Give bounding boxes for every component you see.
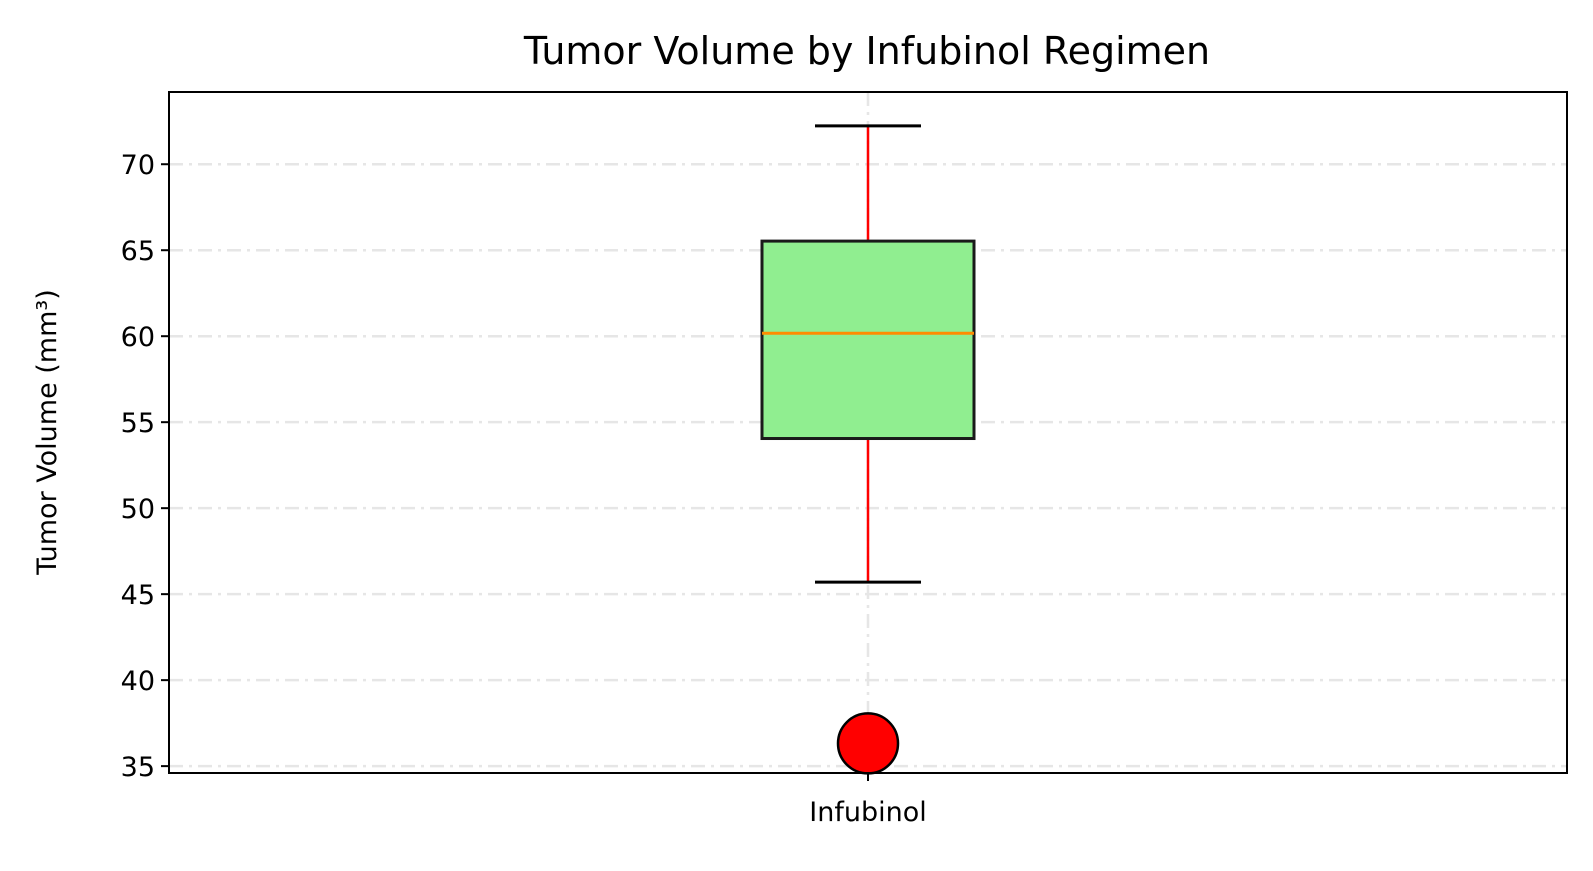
y-tick-label: 50 [121,494,155,525]
y-axis: 35 40 45 50 55 60 65 70 [121,150,169,783]
y-tick-label: 40 [121,666,155,697]
y-tick-label: 65 [121,236,155,267]
interquartile-box [760,239,976,441]
chart-title: Tumor Volume by Infubinol Regimen [523,29,1210,73]
x-axis: Infubinol [809,773,927,828]
y-tick-label: 35 [121,752,155,783]
x-tick-label: Infubinol [809,797,926,828]
y-tick-label: 55 [121,408,155,439]
y-axis-label: Tumor Volume (mm³) [32,289,63,576]
data-layer [760,124,976,775]
outlier-point [836,712,900,775]
y-tick-label: 45 [121,580,155,611]
y-tick-label: 70 [121,150,155,181]
y-tick-label: 60 [121,322,155,353]
